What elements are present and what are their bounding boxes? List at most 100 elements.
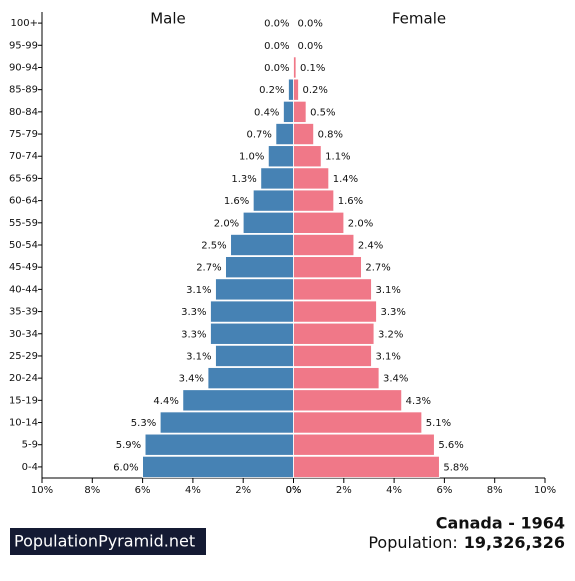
value-label: 3.3% (181, 329, 206, 340)
bar (293, 145, 322, 168)
value-label: 5.9% (116, 440, 141, 451)
bar (293, 100, 307, 123)
value-label: 0.0% (298, 19, 323, 30)
y-tick-label: 60-64 (9, 196, 38, 207)
y-tick-label: 25-29 (9, 351, 38, 362)
bar (293, 300, 377, 323)
y-tick-label: 40-44 (9, 284, 38, 295)
bar (210, 300, 294, 323)
brand: PopulationPyramid.net (14, 532, 195, 551)
bar (288, 78, 294, 101)
value-label: 0.1% (300, 63, 325, 74)
bar (215, 344, 294, 367)
y-tick-label: 45-49 (9, 262, 38, 273)
x-tick-label: 0% (286, 485, 302, 496)
value-label: 0.2% (303, 85, 328, 96)
value-label: 0.4% (254, 107, 279, 118)
bar (293, 56, 297, 79)
value-label: 1.4% (333, 174, 358, 185)
bar (207, 367, 294, 390)
value-label: 5.1% (426, 418, 451, 429)
value-label: 5.3% (131, 418, 156, 429)
value-label: 0.0% (264, 63, 289, 74)
x-tick-label: 4% (386, 485, 402, 496)
bar (293, 411, 423, 434)
bar (293, 234, 355, 256)
x-tick-label: 6% (436, 485, 452, 496)
y-tick-label: 30-34 (9, 329, 38, 340)
value-label: 1.3% (231, 174, 256, 185)
bar (293, 367, 380, 390)
y-tick-label: 95-99 (9, 40, 38, 51)
value-label: 1.1% (325, 152, 350, 163)
value-label: 0.7% (246, 130, 271, 141)
value-label: 1.6% (338, 196, 363, 207)
bar (293, 256, 362, 279)
y-tick-label: 100+ (11, 18, 38, 29)
y-tick-label: 85-89 (9, 85, 38, 96)
value-label: 5.6% (438, 440, 463, 451)
value-label: 6.0% (113, 462, 138, 473)
value-label: 3.1% (375, 285, 400, 296)
y-tick-label: 90-94 (9, 62, 38, 73)
bar (293, 433, 435, 456)
bar (225, 256, 294, 279)
population-label: Population: (368, 533, 457, 552)
value-label: 2.7% (196, 263, 221, 274)
bar (242, 211, 294, 234)
bar (293, 189, 335, 212)
value-label: 4.4% (153, 396, 178, 407)
male-label: Male (150, 10, 186, 28)
x-tick-label: 0% (286, 485, 302, 496)
value-label: 3.3% (380, 307, 405, 318)
x-tick-label: 10% (534, 485, 556, 496)
bar (252, 189, 294, 212)
value-label: 0.0% (264, 41, 289, 52)
y-tick-label: 5-9 (22, 440, 38, 451)
bar (293, 344, 372, 367)
female-label: Female (392, 10, 446, 28)
bar (260, 167, 294, 190)
y-tick-label: 15-19 (9, 395, 38, 406)
value-label: 3.4% (179, 374, 204, 385)
x-tick-label: 8% (84, 485, 100, 496)
bar (230, 234, 294, 256)
bar (293, 78, 299, 101)
value-label: 1.6% (224, 196, 249, 207)
bar (293, 167, 330, 190)
bar (293, 211, 345, 234)
bar (293, 389, 403, 412)
y-tick-label: 65-69 (9, 173, 38, 184)
bar (283, 100, 294, 123)
bar (182, 389, 294, 412)
x-tick-label: 4% (185, 485, 201, 496)
population-value: 19,326,326 (464, 533, 565, 552)
value-label: 0.2% (259, 85, 284, 96)
y-tick-label: 70-74 (9, 151, 38, 162)
bar (293, 278, 372, 301)
value-label: 2.0% (348, 218, 373, 229)
bar (142, 455, 294, 478)
bar (210, 322, 294, 345)
bar (215, 278, 294, 301)
country-year: Canada - 1964 (436, 514, 565, 533)
value-label: 2.5% (201, 241, 226, 252)
y-tick-label: 20-24 (9, 373, 38, 384)
x-tick-label: 2% (336, 485, 352, 496)
value-label: 5.8% (443, 462, 468, 473)
brand-box (10, 528, 206, 555)
value-label: 2.7% (365, 263, 390, 274)
bar (293, 123, 315, 146)
value-label: 2.0% (214, 218, 239, 229)
bar (144, 433, 294, 456)
value-label: 3.1% (375, 351, 400, 362)
population: Population: 19,326,326 (368, 533, 565, 552)
y-tick-label: 50-54 (9, 240, 38, 251)
value-label: 1.0% (239, 152, 264, 163)
value-label: 0.8% (318, 130, 343, 141)
bar (293, 455, 440, 478)
value-label: 3.4% (383, 374, 408, 385)
value-label: 0.5% (310, 107, 335, 118)
value-label: 3.1% (186, 285, 211, 296)
